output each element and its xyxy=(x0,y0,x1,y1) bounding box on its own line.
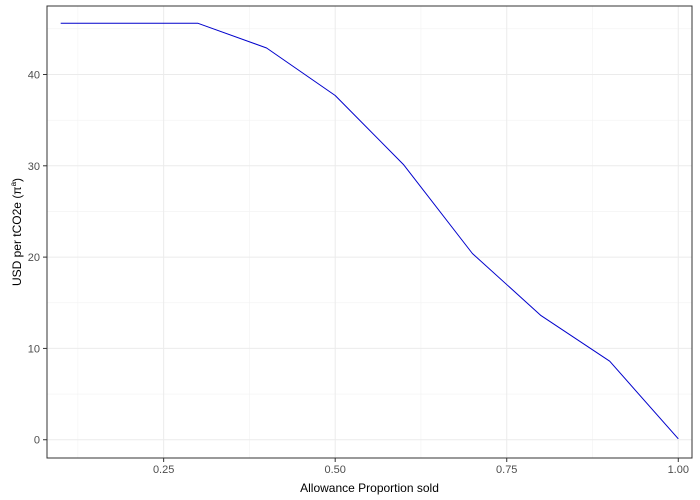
y-tick-label: 20 xyxy=(28,252,40,264)
x-tick-label: 1.00 xyxy=(668,464,689,476)
x-axis-title: Allowance Proportion sold xyxy=(300,481,439,495)
x-axis-ticks: 0.25 0.50 0.75 1.00 xyxy=(153,458,689,476)
x-tick-label: 0.75 xyxy=(496,464,517,476)
plot-panel-border xyxy=(46,5,693,459)
y-tick-label: 0 xyxy=(34,435,40,447)
series-line xyxy=(60,22,679,440)
y-tick-label: 30 xyxy=(28,161,40,173)
y-axis-title: USD per tCO2e (πa) xyxy=(9,178,24,286)
y-tick-label: 10 xyxy=(28,343,40,355)
series-layer xyxy=(60,22,679,440)
x-tick-label: 0.25 xyxy=(153,464,174,476)
x-tick-label: 0.50 xyxy=(324,464,345,476)
y-tick-label: 40 xyxy=(28,69,40,81)
y-axis-title-main: USD per tCO2e (π xyxy=(10,186,24,286)
y-axis-title-superscript: a xyxy=(9,181,18,186)
major-gridlines xyxy=(47,6,692,458)
y-axis-ticks: 0 10 20 30 40 xyxy=(28,69,47,447)
minor-gridlines xyxy=(47,6,692,458)
y-axis-title-close: ) xyxy=(10,178,24,182)
